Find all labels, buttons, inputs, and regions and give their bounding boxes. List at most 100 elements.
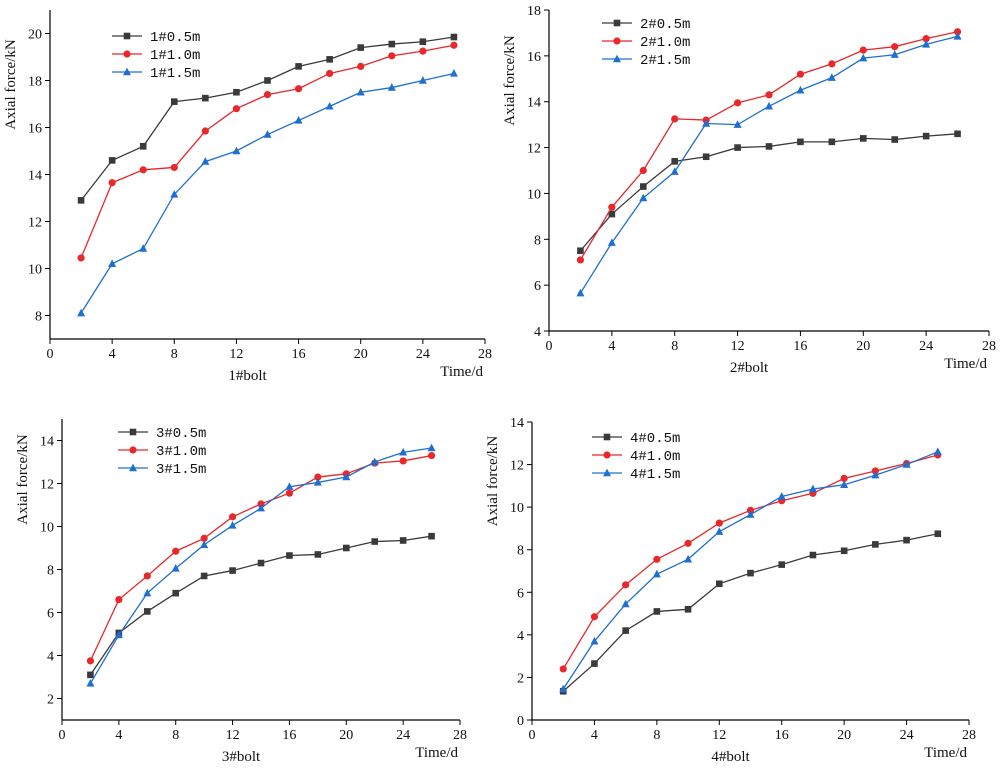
series-line [80, 44, 455, 259]
data-point [388, 52, 396, 60]
data-point [108, 157, 116, 164]
data-point [326, 69, 334, 78]
data-point [143, 572, 151, 580]
data-point [871, 470, 880, 479]
data-point [577, 247, 584, 255]
legend-label: 4#0.5m [630, 431, 680, 447]
data-point [639, 166, 647, 175]
data-point [840, 547, 848, 555]
series-2#1.5m [576, 31, 962, 297]
data-point [733, 99, 742, 107]
data-point [450, 41, 458, 49]
data-point [639, 183, 647, 190]
x-tick-label: 0 [529, 728, 536, 743]
data-point [765, 91, 773, 99]
data-point [591, 660, 598, 667]
y-tick-label: 16 [527, 50, 541, 65]
legend-marker [129, 446, 137, 454]
legend-label: 1#1.5m [150, 66, 200, 82]
data-point [143, 608, 151, 615]
data-point [170, 190, 179, 198]
y-tick-label: 4 [47, 650, 54, 665]
legend-marker [603, 451, 611, 459]
data-point [796, 70, 805, 78]
x-tick-label: 20 [339, 728, 353, 743]
y-tick-label: 12 [527, 142, 541, 157]
x-tick-label: 20 [856, 339, 870, 354]
data-point [108, 259, 117, 267]
y-tick-label: 8 [534, 233, 541, 248]
data-point [286, 552, 293, 559]
x-tick-label: 16 [793, 339, 807, 354]
legend-entry: 1#0.5m [112, 30, 200, 46]
legend-label: 3#0.5m [156, 426, 206, 442]
y-tick-label: 10 [40, 521, 54, 536]
data-point [232, 146, 241, 155]
legend-marker [123, 50, 131, 58]
data-point [859, 46, 867, 54]
data-point [370, 457, 379, 466]
legend-entry: 4#0.5m [592, 431, 680, 447]
data-point [933, 447, 942, 455]
legend-label: 1#0.5m [150, 30, 200, 46]
series-4#0.5m [559, 530, 942, 695]
legend-marker [123, 67, 131, 76]
data-point [202, 94, 209, 102]
data-point [77, 254, 85, 262]
data-point [419, 38, 427, 46]
data-point [108, 179, 116, 187]
legend-label: 3#1.5m [156, 462, 206, 478]
data-point [559, 665, 567, 673]
data-point [922, 39, 931, 48]
series-line [579, 133, 958, 252]
x-axis-label: 1#bolt [228, 368, 267, 384]
y-tick-label: 12 [510, 459, 524, 474]
legend-entry: 2#1.0m [602, 35, 690, 51]
x-axis-label: 3#bolt [222, 749, 261, 765]
x-tick-label: 4 [115, 728, 122, 743]
data-point [143, 588, 152, 597]
data-point [201, 127, 209, 135]
legend-entry: 4#1.5m [592, 467, 680, 483]
data-point [777, 492, 786, 500]
data-point [715, 580, 723, 588]
data-point [746, 510, 755, 518]
data-point [954, 130, 961, 138]
data-point [399, 537, 407, 544]
data-point [228, 521, 237, 529]
data-point [590, 636, 599, 645]
data-point [702, 119, 711, 127]
data-point [872, 541, 879, 548]
series-line [89, 454, 432, 662]
x-axis-label: 4#bolt [711, 749, 750, 765]
legend-label: 2#1.5m [640, 53, 690, 69]
data-point [608, 203, 616, 211]
data-point [387, 83, 396, 91]
series-2#1.0m [576, 28, 962, 264]
data-point [200, 534, 208, 542]
data-point [922, 35, 930, 43]
x-tick-label: 16 [775, 728, 789, 743]
legend-entry: 3#0.5m [118, 426, 206, 442]
legend-entry: 1#1.0m [112, 48, 200, 64]
y-tick-label: 10 [510, 501, 524, 516]
data-point [399, 457, 407, 465]
x-tick-label: 16 [282, 728, 296, 743]
data-point [427, 451, 436, 460]
data-point [797, 138, 804, 146]
data-point [902, 460, 911, 468]
data-point [229, 567, 236, 574]
series-3#1.5m [86, 443, 436, 687]
data-point [903, 536, 910, 544]
x-tick-label: 28 [962, 728, 976, 743]
legend-label: 4#1.5m [630, 467, 680, 483]
data-point [840, 474, 848, 483]
x-tick-label: 24 [900, 728, 914, 743]
x-tick-label: 4 [109, 347, 116, 362]
data-point [747, 569, 754, 577]
y-tick-label: 4 [517, 629, 524, 644]
y-tick-label: 4 [534, 325, 541, 340]
y-tick-label: 12 [40, 478, 54, 493]
data-point [233, 88, 240, 96]
data-point [450, 33, 458, 41]
